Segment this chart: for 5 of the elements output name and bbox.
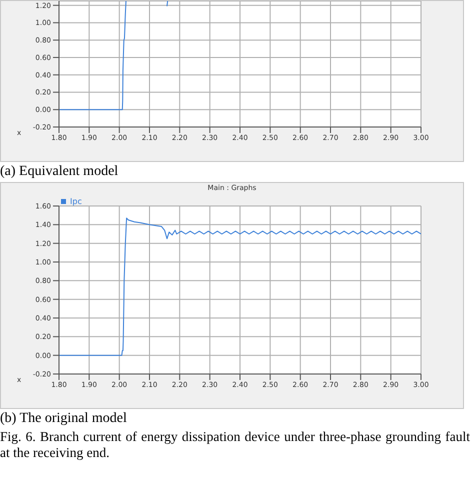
caption: Fig. 6. Branch current of energy dissipation device under three-phase grounding fault at the receiving end.: [0, 429, 470, 461]
text: (a) Equivalent model: [0, 164, 120, 180]
line-series: [59, 218, 421, 356]
text: (b) The original model: [0, 411, 128, 427]
legend-label: Ipc: [70, 197, 82, 206]
